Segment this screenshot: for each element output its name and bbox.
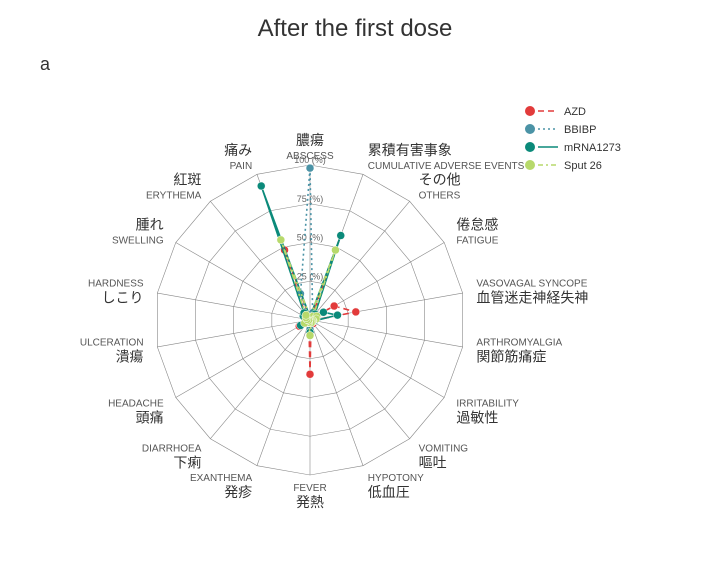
- grid-spoke: [210, 201, 310, 320]
- series-marker: [306, 332, 314, 340]
- axis-label: VOMITING嘔吐: [419, 443, 469, 470]
- chart-title: After the first dose: [258, 15, 453, 42]
- legend-label: AZD: [564, 106, 586, 118]
- axis-label: PAIN 痛み: [224, 142, 252, 172]
- series-marker: [306, 164, 314, 172]
- axis-label-en: HEADACHE: [108, 399, 164, 410]
- panel-letter: a: [40, 54, 51, 74]
- axis-label-jp: 頭痛: [136, 410, 164, 426]
- axis-label-jp: 発熱: [296, 494, 324, 510]
- axis-label-en: EXANTHEMA: [190, 473, 253, 484]
- axis-label: DIARRHOEA下痢: [142, 443, 202, 470]
- axis-label: OTHERS その他: [419, 172, 461, 202]
- axis-label-jp: 嘔吐: [419, 454, 447, 470]
- axis-label-en: VASOVAGAL SYNCOPE: [476, 279, 587, 290]
- axis-label-jp: 累積有害事象: [368, 142, 452, 158]
- series-marker: [333, 311, 341, 319]
- axis-label-en: OTHERS: [419, 191, 461, 202]
- legend-label: Sput 26: [564, 160, 602, 172]
- axis-label-jp: 痛み: [224, 142, 252, 158]
- axis-label: HEADACHE頭痛: [108, 399, 164, 426]
- grid-spoke: [310, 320, 363, 466]
- ring-label: 25 (%): [297, 271, 324, 281]
- legend-label: BBIBP: [564, 124, 596, 136]
- legend-swatch: [525, 142, 535, 152]
- series-marker: [306, 370, 314, 378]
- series-marker: [302, 311, 310, 319]
- grid-spoke: [210, 320, 310, 439]
- axis-label: VASOVAGAL SYNCOPE血管迷走神経失神: [476, 279, 588, 306]
- axis-label-en: SWELLING: [112, 236, 164, 247]
- axis-label: SWELLING 腫れ: [112, 217, 164, 247]
- axis-label-jp: 過敏性: [456, 410, 498, 426]
- axis-label-jp: 血管迷走神経失神: [476, 290, 588, 306]
- legend-swatch: [525, 124, 535, 134]
- axis-label-en: VOMITING: [419, 443, 469, 454]
- axis-label-en: CUMULATIVE ADVERSE EVENTS: [368, 161, 525, 172]
- axis-label-en: IRRITABILITY: [456, 399, 519, 410]
- series-marker: [331, 246, 339, 254]
- axis-label-en: FEVER: [293, 483, 326, 494]
- legend-swatch: [525, 106, 535, 116]
- axis-label-jp: 潰瘍: [116, 348, 144, 364]
- series-marker: [352, 308, 360, 316]
- series-marker: [257, 182, 265, 190]
- axis-label-jp: 下痢: [173, 454, 201, 470]
- axis-label-en: ERYTHEMA: [146, 191, 202, 202]
- axis-label: EXANTHEMA発疹: [190, 473, 253, 500]
- grid-spoke: [310, 201, 410, 320]
- axis-label-en: ABSCESS: [286, 151, 334, 162]
- axis-label-jp: 腫れ: [136, 217, 164, 233]
- axis-label-jp: その他: [419, 172, 461, 188]
- axis-label: FEVER発熱: [293, 483, 326, 510]
- axis-label: ERYTHEMA 紅斑: [146, 172, 202, 202]
- legend-swatch: [525, 160, 535, 170]
- axis-label: HARDNESSしこり: [88, 279, 144, 306]
- axis-label-jp: 低血圧: [368, 484, 410, 500]
- series-marker: [277, 236, 285, 244]
- axis-label: CUMULATIVE ADVERSE EVENTS 累積有害事象: [368, 142, 525, 172]
- radar-chart: After the first dosea0 (%)25 (%)50 (%)75…: [0, 0, 710, 578]
- legend-label: mRNA1273: [564, 142, 621, 154]
- axis-label-en: HARDNESS: [88, 279, 144, 290]
- axis-label-en: FATIGUE: [456, 236, 498, 247]
- axis-label: HYPOTONY低血圧: [368, 473, 424, 500]
- series-marker: [337, 232, 345, 240]
- axis-label-en: ULCERATION: [80, 337, 144, 348]
- axis-label-jp: 発疹: [224, 484, 252, 500]
- axis-label-jp: 膿瘍: [296, 132, 324, 148]
- axis-label: ABSCESS 膿瘍: [286, 132, 334, 162]
- grid-spoke: [310, 320, 410, 439]
- ring-label: 50 (%): [297, 233, 324, 243]
- grid-spoke: [257, 320, 310, 466]
- axis-label-en: DIARRHOEA: [142, 443, 202, 454]
- axis-label-en: ARTHROMYALGIA: [476, 337, 562, 348]
- axis-label-en: PAIN: [230, 161, 253, 172]
- series-marker: [330, 302, 338, 310]
- axis-label-en: HYPOTONY: [368, 473, 424, 484]
- axis-label: FATIGUE 倦怠感: [456, 217, 498, 247]
- axis-label: IRRITABILITY過敏性: [456, 399, 519, 426]
- axis-label: ULCERATION潰瘍: [80, 337, 144, 364]
- axis-label: ARTHROMYALGIA関節筋痛症: [476, 337, 562, 364]
- axis-label-jp: しこり: [102, 290, 144, 306]
- axis-label-jp: 倦怠感: [456, 217, 498, 233]
- axis-label-jp: 紅斑: [173, 172, 201, 188]
- axis-label-jp: 関節筋痛症: [476, 348, 546, 364]
